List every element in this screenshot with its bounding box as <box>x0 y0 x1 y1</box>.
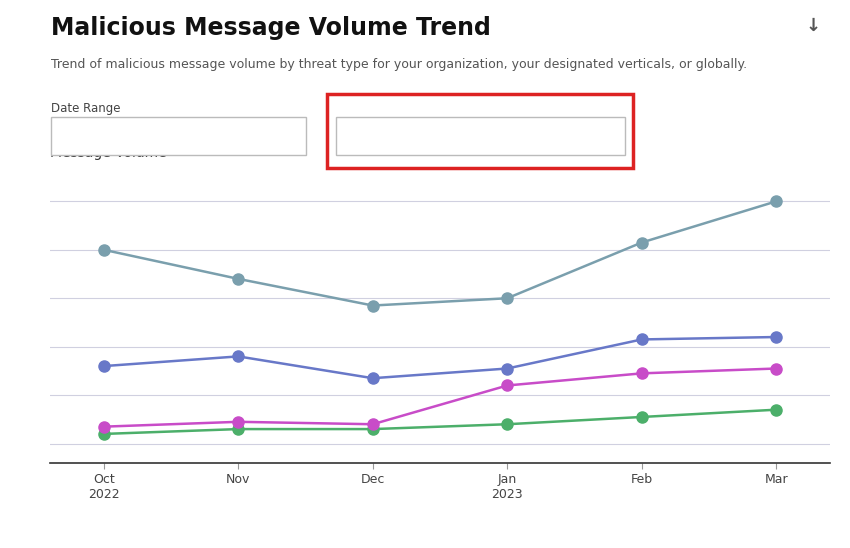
Legend: Attachment Threats, Hybrid Threats, Message Text Threats, URL Threats: Attachment Threats, Hybrid Threats, Mess… <box>148 547 732 548</box>
Text: Target: Target <box>337 105 374 118</box>
Text: Last 6 months: Last 6 months <box>66 129 161 142</box>
Text: ↓: ↓ <box>805 16 820 35</box>
Text: Malicious Message Volume Trend: Malicious Message Volume Trend <box>51 16 490 41</box>
Text: Message Volume: Message Volume <box>50 146 167 159</box>
Text: Global: Global <box>348 129 391 142</box>
Text: ▼: ▼ <box>607 131 615 141</box>
Text: ▼: ▼ <box>288 131 296 141</box>
Text: Date Range: Date Range <box>51 102 121 115</box>
Text: Trend of malicious message volume by threat type for your organization, your des: Trend of malicious message volume by thr… <box>51 58 747 71</box>
